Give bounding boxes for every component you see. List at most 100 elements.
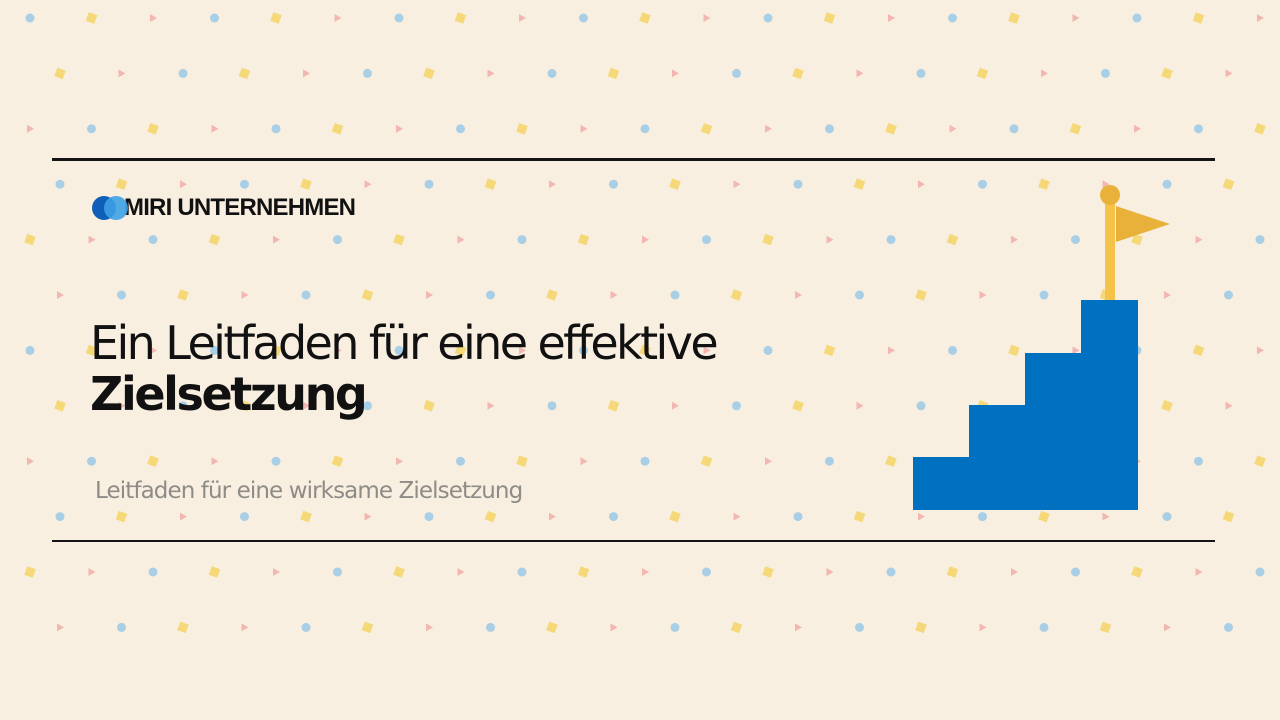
pattern-dot <box>765 457 772 466</box>
pattern-dot <box>300 178 312 190</box>
pattern-dot <box>396 124 403 133</box>
pattern-dot <box>331 123 344 135</box>
pattern-dot <box>763 345 773 355</box>
pattern-dot <box>1257 346 1264 355</box>
pattern-dot <box>426 291 433 299</box>
pattern-dot <box>117 290 126 300</box>
pattern-dot <box>361 289 374 301</box>
pattern-dot <box>669 510 681 523</box>
pattern-dot <box>702 567 711 577</box>
pattern-dot <box>1195 568 1203 576</box>
pattern-dot <box>25 345 35 355</box>
pattern-dot <box>487 69 495 78</box>
pattern-dot <box>87 456 96 466</box>
pattern-dot <box>1011 568 1018 576</box>
pattern-dot <box>610 623 618 632</box>
pattern-dot <box>396 457 403 466</box>
pattern-dot <box>1192 12 1205 24</box>
pattern-dot <box>888 346 895 355</box>
pattern-dot <box>670 290 680 300</box>
pattern-dot <box>87 124 96 134</box>
pattern-dot <box>762 566 774 578</box>
flag-pole-knob <box>1100 185 1120 205</box>
pattern-dot <box>700 123 713 135</box>
flag-pole <box>1105 198 1115 308</box>
pattern-dot <box>238 400 251 412</box>
pattern-dot <box>546 621 558 634</box>
pattern-dot <box>88 568 96 576</box>
pattern-dot <box>916 68 926 78</box>
pattern-dot <box>610 291 618 299</box>
pattern-dot <box>609 179 618 189</box>
pattern-dot <box>333 235 342 245</box>
pattern-dot <box>1102 180 1110 189</box>
pattern-dot <box>886 567 896 577</box>
pattern-dot <box>334 346 342 355</box>
pattern-dot <box>1225 69 1233 78</box>
pattern-dot <box>1038 178 1050 190</box>
stairs-shape <box>913 300 1138 510</box>
stairs-goal-icon <box>913 185 1170 510</box>
pattern-dot <box>54 400 66 412</box>
pattern-dot <box>270 12 282 24</box>
pattern-dot <box>210 13 219 23</box>
pattern-dot <box>270 344 282 357</box>
pattern-dot <box>177 289 189 301</box>
pattern-dot <box>948 345 957 355</box>
pattern-dot <box>519 346 526 355</box>
pattern-dot <box>394 13 404 23</box>
pattern-dot <box>856 69 864 78</box>
pattern-dot <box>241 291 249 299</box>
pattern-dot <box>1164 291 1171 299</box>
pattern-dot <box>1192 344 1205 357</box>
pattern-dot <box>456 456 465 466</box>
pattern-dot <box>1071 567 1080 577</box>
pattern-dot <box>364 512 372 521</box>
pattern-dot <box>795 623 802 632</box>
pattern-dot <box>1162 179 1172 189</box>
pattern-dot <box>609 512 618 522</box>
pattern-dot <box>393 233 405 246</box>
pattern-dot <box>1072 14 1080 22</box>
pattern-dot <box>976 67 989 80</box>
pattern-dot <box>607 400 620 412</box>
pattern-dot <box>1101 68 1110 78</box>
pattern-dot <box>150 14 157 22</box>
pattern-dot <box>363 68 372 78</box>
pattern-dot <box>732 68 741 78</box>
pattern-dot <box>301 290 311 300</box>
pattern-dot <box>762 233 774 246</box>
pattern-dot <box>700 455 713 467</box>
pattern-dot <box>640 124 650 134</box>
brand-name: MIRI UNTERNEHMEN <box>124 194 356 221</box>
pattern-dot <box>732 401 741 411</box>
pattern-dot <box>856 401 864 410</box>
pattern-dot <box>579 345 588 355</box>
pattern-dot <box>456 124 465 134</box>
pattern-dot <box>1255 567 1265 577</box>
pattern-dot <box>979 291 987 299</box>
pattern-dot <box>730 621 743 634</box>
pattern-dot <box>85 344 98 357</box>
pattern-dot <box>1099 621 1112 634</box>
pattern-dot <box>423 67 435 80</box>
subtitle: Leitfaden für eine wirksame Zielsetzung <box>95 478 523 504</box>
pattern-dot <box>178 68 188 78</box>
pattern-dot <box>547 68 557 78</box>
pattern-dot <box>1041 69 1048 78</box>
pattern-dot <box>672 69 679 78</box>
pattern-dot <box>607 67 620 80</box>
pattern-dot <box>273 568 280 576</box>
pattern-dot <box>1194 456 1203 466</box>
pattern-dot <box>733 180 741 189</box>
pattern-dot <box>1072 346 1080 355</box>
pattern-dot <box>640 456 650 466</box>
pattern-dot <box>1131 566 1143 578</box>
pattern-dot <box>180 180 187 189</box>
pattern-dot <box>580 457 588 466</box>
pattern-dot <box>55 179 65 189</box>
pattern-dot <box>1195 235 1203 244</box>
pattern-dot <box>210 345 219 355</box>
pattern-dot <box>978 512 987 522</box>
pattern-dot <box>88 235 96 244</box>
